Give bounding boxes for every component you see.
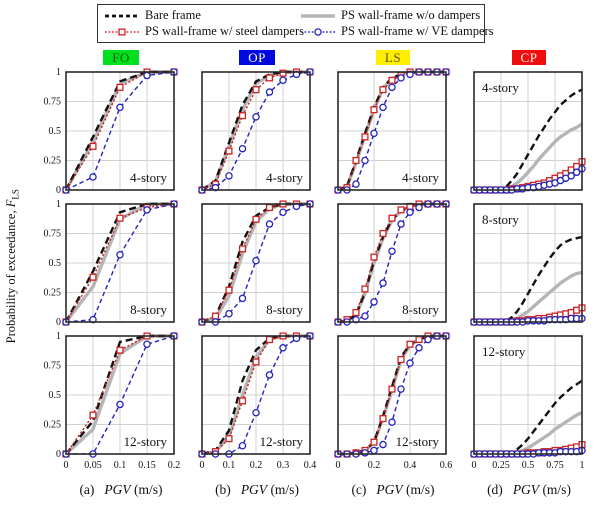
svg-text:12-story: 12-story — [482, 344, 526, 359]
svg-text:0.2: 0.2 — [168, 460, 181, 471]
svg-text:0.75: 0.75 — [44, 361, 62, 372]
svg-text:8-story: 8-story — [402, 302, 439, 317]
svg-text:12-story: 12-story — [124, 434, 168, 449]
legend-item-bare-frame: Bare frame — [104, 8, 300, 23]
subplot-cp-8-story: 8-story — [470, 203, 586, 326]
legend-label: PS wall-frame w/ VE dampers — [341, 24, 494, 38]
axis-var: PGV (m/s) — [240, 482, 299, 497]
chart-grid: 4-story 0 0.25 0.5 0.75 1 4-story 4-story 4-s… — [32, 66, 596, 478]
bare-frame-line-icon — [105, 14, 139, 17]
panel-letter: (b) — [215, 482, 231, 497]
svg-text:8-story: 8-story — [266, 302, 303, 317]
x-axis-label-c: (c) PGV (m/s) — [326, 482, 460, 504]
subplot-ls-8-story: 8-story — [334, 200, 450, 326]
ve-dampers-line-icon — [301, 27, 335, 36]
svg-text:0.75: 0.75 — [44, 97, 62, 108]
svg-text:0.4: 0.4 — [304, 460, 317, 471]
legend-item-steel-dampers: PS wall-frame w/ steel dampers — [104, 24, 304, 39]
panel-letter: (a) — [79, 482, 95, 497]
svg-text:0.25: 0.25 — [44, 420, 62, 431]
svg-text:4-story: 4-story — [130, 170, 167, 185]
svg-text:0.3: 0.3 — [277, 460, 290, 471]
subplot-cp-4-story: 4-story — [470, 71, 586, 194]
svg-text:0: 0 — [56, 449, 61, 460]
svg-text:1: 1 — [580, 460, 585, 471]
svg-text:0: 0 — [336, 460, 341, 471]
svg-text:0.1: 0.1 — [114, 460, 127, 471]
svg-text:1: 1 — [56, 331, 61, 342]
legend: Bare frame PS wall-frame w/o dampers PS … — [97, 4, 494, 43]
subplot-op-4-story: 4-story — [198, 68, 314, 194]
subplot-op-8-story: 8-story — [198, 200, 314, 326]
svg-text:0.5: 0.5 — [522, 460, 535, 471]
axis-var: PGV (m/s) — [512, 482, 571, 497]
svg-text:0.2: 0.2 — [368, 460, 381, 471]
svg-text:8-story: 8-story — [482, 212, 519, 227]
svg-text:0.1: 0.1 — [223, 460, 236, 471]
legend-label: Bare frame — [145, 8, 201, 22]
limit-state-header-row: FO OP LS CP — [32, 48, 596, 66]
subplot-op-12-story: 12-story 0 0.1 0.2 0.3 0.4 — [198, 332, 317, 471]
header-fo: FO — [103, 49, 139, 65]
svg-text:0.5: 0.5 — [49, 390, 62, 401]
panel-letter: (c) — [351, 482, 367, 497]
subplot-ls-12-story: 12-story 0 0.2 0.4 0.6 — [334, 332, 453, 471]
svg-text:0.15: 0.15 — [138, 460, 156, 471]
x-axis-label-b: (b) PGV (m/s) — [190, 482, 324, 504]
x-axis-label-a: (a) PGV (m/s) — [32, 482, 188, 504]
header-ls: LS — [375, 49, 411, 65]
svg-text:0.05: 0.05 — [84, 460, 102, 471]
x-axis-label-d: (d) PGV (m/s) — [462, 482, 596, 504]
svg-text:0.25: 0.25 — [44, 156, 62, 167]
svg-text:0.25: 0.25 — [44, 288, 62, 299]
svg-text:8-story: 8-story — [130, 302, 167, 317]
svg-text:0: 0 — [200, 460, 205, 471]
header-op: OP — [239, 49, 275, 65]
svg-text:1: 1 — [56, 67, 61, 78]
svg-text:0.2: 0.2 — [250, 460, 263, 471]
svg-text:0: 0 — [56, 185, 61, 196]
y-axis-label: Probability of exceedance, FLS — [3, 189, 21, 344]
svg-text:0.6: 0.6 — [440, 460, 453, 471]
svg-text:4-story: 4-story — [266, 170, 303, 185]
svg-text:0.75: 0.75 — [546, 460, 564, 471]
svg-text:0.4: 0.4 — [404, 460, 417, 471]
svg-text:12-story: 12-story — [260, 434, 304, 449]
svg-text:1: 1 — [56, 199, 61, 210]
subplot-cp-12-story: 12-story 0 0.25 0.5 0.75 1 — [470, 335, 586, 471]
svg-text:0: 0 — [56, 317, 61, 328]
subplot-fo-12-story: 12-story 0 0.25 0.5 0.75 1 0 0.05 0.1 0.15 0.2 — [44, 331, 181, 471]
svg-text:0: 0 — [472, 460, 477, 471]
no-dampers-line-icon — [301, 13, 335, 18]
steel-dampers-line-icon — [105, 27, 139, 36]
legend-label: PS wall-frame w/ steel dampers — [145, 24, 304, 38]
svg-text:4-story: 4-story — [402, 170, 439, 185]
svg-text:0.5: 0.5 — [49, 258, 62, 269]
svg-text:0.25: 0.25 — [492, 460, 510, 471]
legend-item-no-dampers: PS wall-frame w/o dampers — [300, 8, 480, 23]
legend-label: PS wall-frame w/o dampers — [341, 8, 481, 22]
panel-letter: (d) — [487, 482, 503, 497]
svg-text:12-story: 12-story — [396, 434, 440, 449]
svg-text:4-story: 4-story — [482, 80, 519, 95]
subplot-fo-4-story: 4-story 0 0.25 0.5 0.75 1 — [44, 67, 178, 196]
svg-text:0.5: 0.5 — [49, 126, 62, 137]
axis-var: PGV (m/s) — [104, 482, 163, 497]
x-axis-footer-row: (a) PGV (m/s) (b) PGV (m/s) (c) PGV (m/s… — [32, 482, 596, 504]
axis-var: PGV (m/s) — [376, 482, 435, 497]
subplot-fo-8-story: 8-story 0 0.25 0.5 0.75 1 — [44, 199, 178, 328]
svg-text:0.75: 0.75 — [44, 229, 62, 240]
subplot-ls-4-story: 4-story — [334, 68, 450, 194]
svg-text:0: 0 — [64, 460, 69, 471]
legend-item-ve-dampers: PS wall-frame w/ VE dampers — [300, 24, 494, 39]
header-cp: CP — [511, 49, 547, 65]
